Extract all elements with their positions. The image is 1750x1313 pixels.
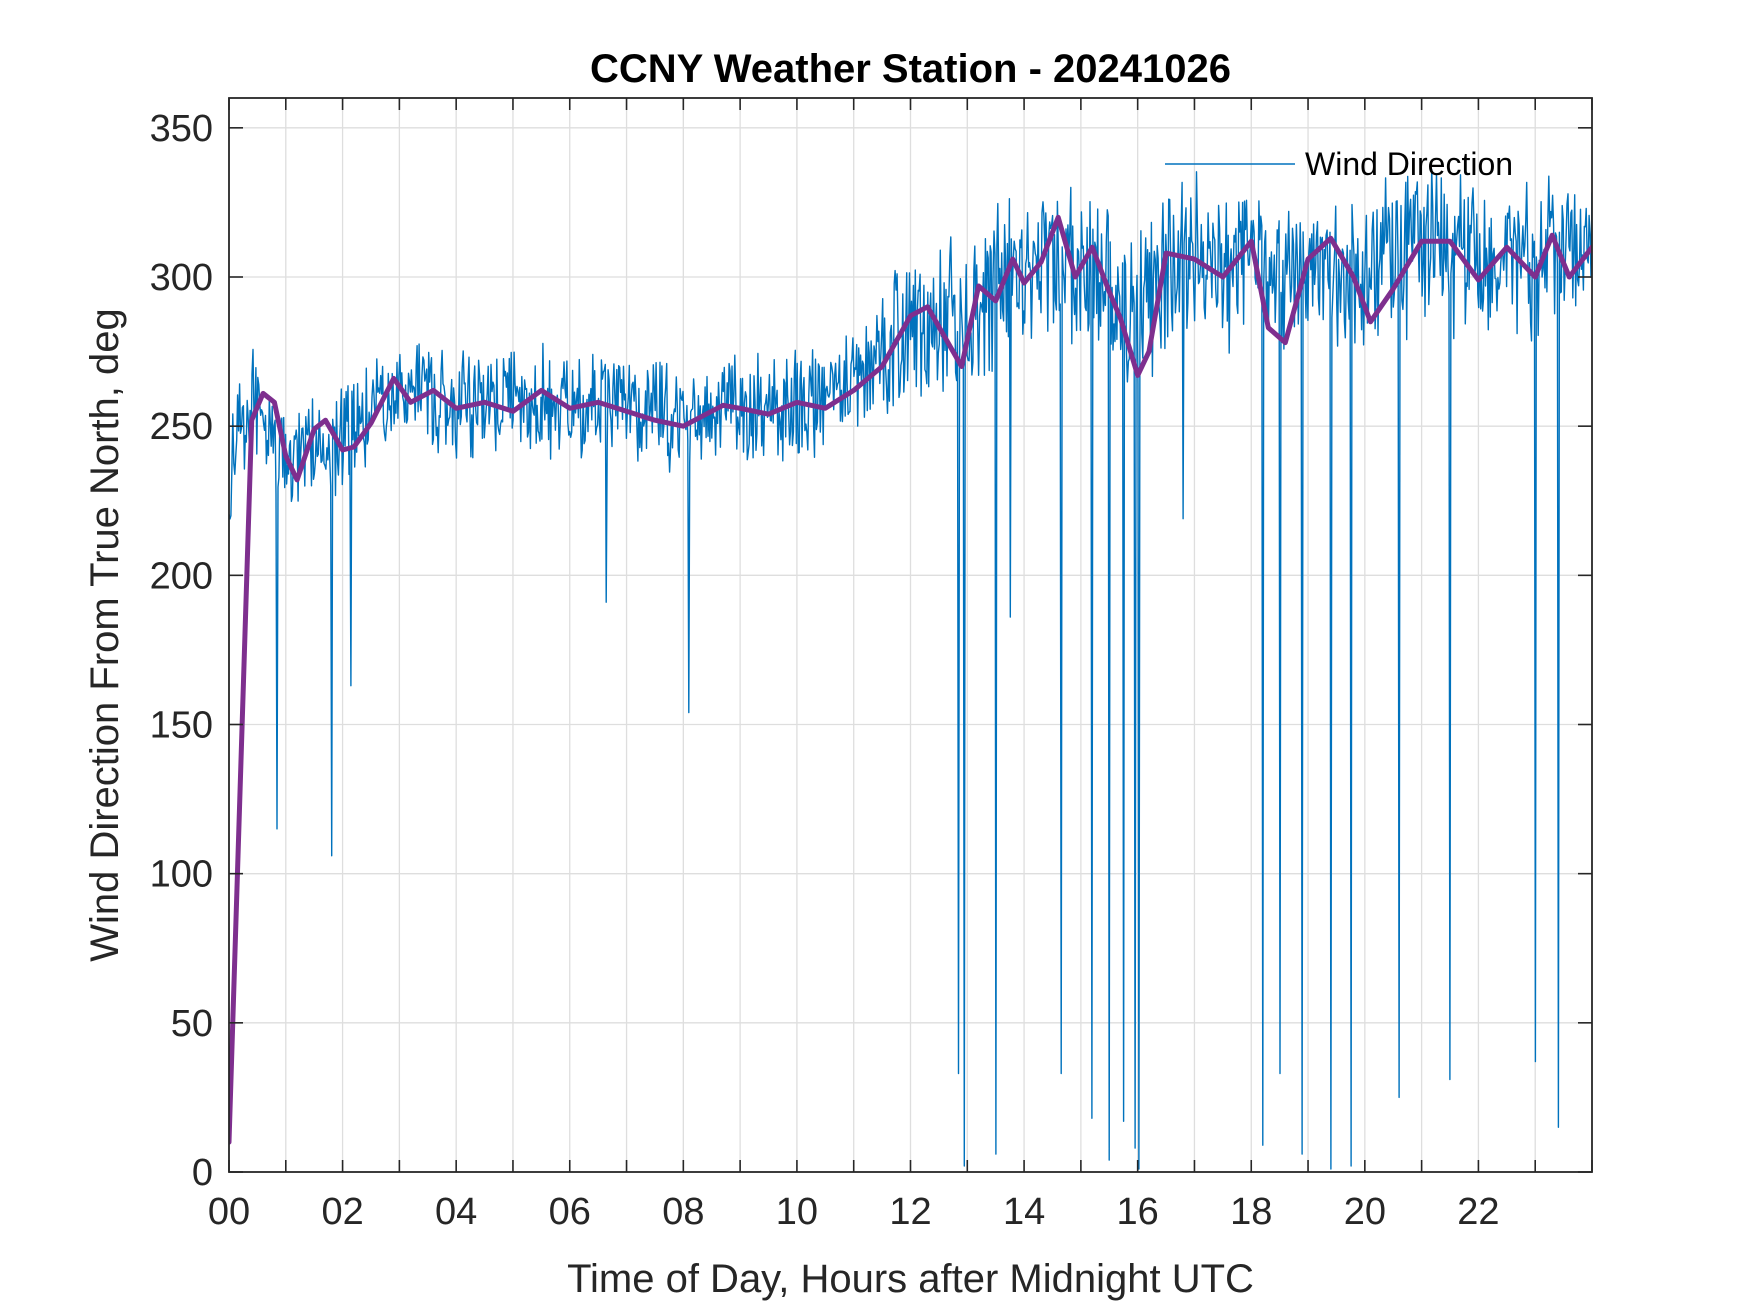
y-tick-label: 300: [150, 257, 213, 299]
x-tick-label: 04: [435, 1191, 477, 1233]
y-tick-label: 350: [150, 108, 213, 150]
x-tick-label: 16: [1117, 1191, 1159, 1233]
y-axis-label: Wind Direction From True North, deg: [83, 308, 127, 962]
x-tick-label: 00: [208, 1191, 250, 1233]
series-wind-direction-line: [229, 168, 1592, 1170]
x-tick-label: 18: [1230, 1191, 1272, 1233]
x-tick-label: 02: [321, 1191, 363, 1233]
x-tick-label: 14: [1003, 1191, 1045, 1233]
y-tick-label: 0: [192, 1152, 213, 1194]
x-tick-label: 22: [1457, 1191, 1499, 1233]
series-moving-average-line: [229, 214, 1592, 1145]
x-tick-label: 20: [1344, 1191, 1386, 1233]
y-tick-label: 200: [150, 555, 213, 597]
legend-label-wind-direction: Wind Direction: [1305, 146, 1513, 182]
legend: Wind Direction: [1165, 146, 1513, 182]
x-tick-label: 12: [889, 1191, 931, 1233]
x-tick-label: 08: [662, 1191, 704, 1233]
ticks: 00 02 04 06 08 10 12 14 16 18 20 22 0 50 100 150 200 250 3…: [150, 98, 1593, 1233]
x-axis-label: Time of Day, Hours after Midnight UTC: [567, 1257, 1254, 1301]
y-tick-label: 50: [171, 1003, 213, 1045]
x-tick-label: 06: [549, 1191, 591, 1233]
chart-title: CCNY Weather Station - 20241026: [590, 47, 1231, 91]
x-tick-label: 10: [776, 1191, 818, 1233]
y-tick-label: 250: [150, 406, 213, 448]
y-tick-label: 100: [150, 854, 213, 896]
series-layer: [229, 168, 1592, 1170]
y-tick-label: 150: [150, 705, 213, 747]
